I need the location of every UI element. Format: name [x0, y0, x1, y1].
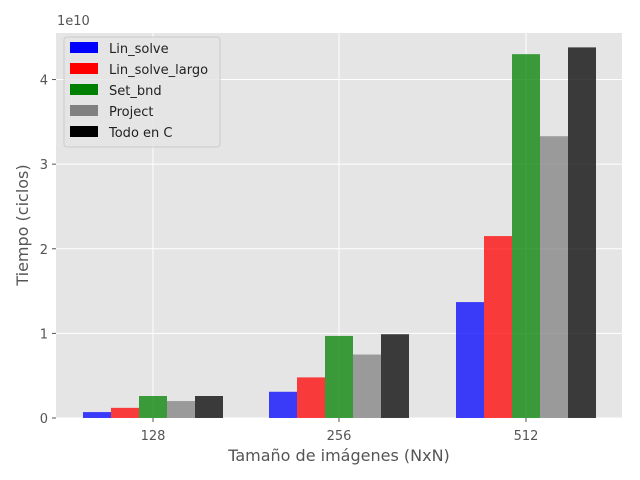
- x-tick-label: 256: [327, 429, 352, 444]
- y-axis-label: Tiempo (ciclos): [13, 164, 32, 286]
- bar-set-bnd-512: [512, 54, 540, 419]
- legend-entry-label: Lin_solve: [109, 42, 169, 57]
- legend-frame: [63, 36, 221, 148]
- bar-lin-solve-largo-512: [484, 236, 512, 418]
- legend-swatch: [70, 126, 98, 137]
- bar-project-512: [540, 136, 568, 418]
- legend-swatch: [70, 42, 98, 53]
- bar-lin-solve-largo-128: [111, 407, 139, 418]
- y-tick-label: 3: [40, 158, 48, 173]
- x-axis-label: Tamaño de imágenes (NxN): [227, 446, 450, 465]
- bar-todo-en-c-512: [568, 47, 596, 419]
- bar-lin-solve-128: [83, 412, 111, 418]
- y-tick-label: 1: [40, 327, 48, 342]
- legend-entry-label: Todo en C: [108, 126, 172, 141]
- bar-todo-en-c-256: [381, 334, 409, 418]
- legend-swatch: [70, 105, 98, 116]
- legend-entry-label: Lin_solve_largo: [109, 63, 208, 78]
- y-tick-label: 2: [40, 243, 48, 258]
- x-tick-label: 128: [141, 429, 166, 444]
- bar-todo-en-c-128: [195, 396, 223, 418]
- bar-set-bnd-256: [325, 335, 353, 418]
- legend: Lin_solve Lin_solve_largo Set_bnd Project To…: [63, 36, 221, 148]
- bar-project-128: [167, 401, 195, 418]
- bar-project-256: [353, 354, 381, 418]
- y-tick-label: 0: [40, 412, 48, 427]
- bars: [83, 47, 596, 419]
- bar-lin-solve-256: [269, 391, 297, 418]
- y-tick-label: 4: [40, 74, 48, 89]
- legend-entry-label: Set_bnd: [109, 84, 162, 99]
- y-axis-ticks: 0 1 2 3 4: [40, 74, 56, 427]
- bar-lin-solve-largo-256: [297, 377, 325, 418]
- y-axis-multiplier: 1e10: [57, 14, 90, 29]
- legend-swatch: [70, 84, 98, 95]
- x-tick-label: 512: [514, 429, 539, 444]
- legend-entry-label: Project: [109, 105, 153, 120]
- bar-lin-solve-512: [456, 302, 484, 418]
- bar-set-bnd-128: [139, 396, 167, 418]
- legend-swatch: [70, 63, 98, 74]
- x-axis-ticks: 128 256 512: [141, 418, 539, 444]
